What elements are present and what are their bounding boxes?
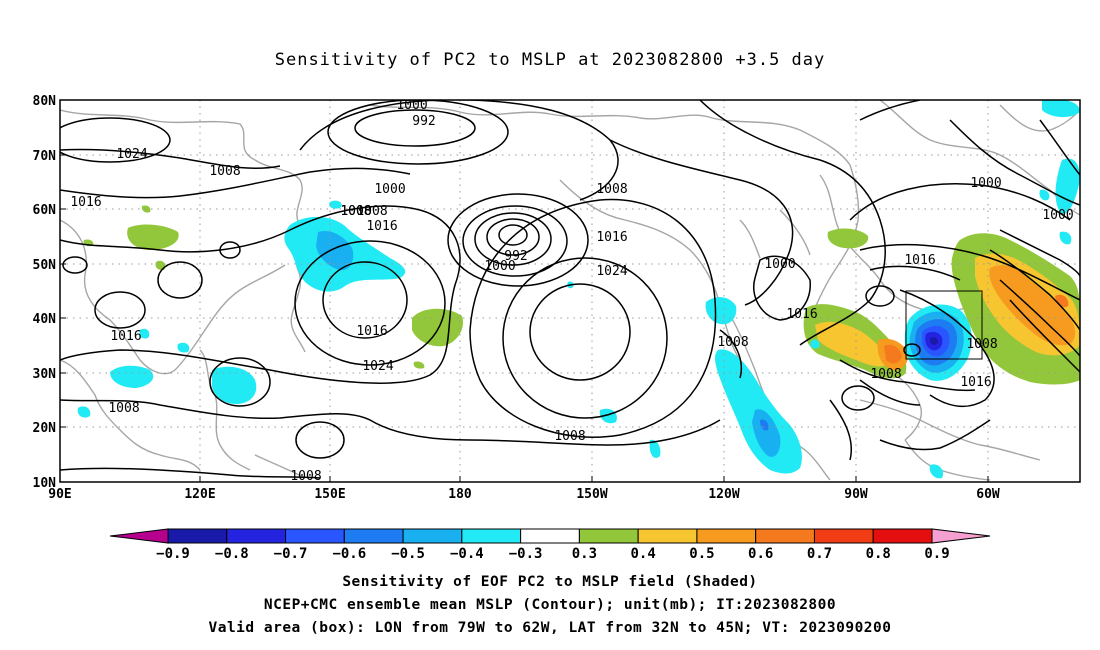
contour-label: 992 xyxy=(412,114,435,129)
colorbar-box xyxy=(285,528,345,544)
lat-label: 60N xyxy=(33,203,57,218)
map-frame xyxy=(59,99,1081,483)
lon-label: 120E xyxy=(184,487,215,502)
contour-label: 1024 xyxy=(116,147,147,162)
colorbar-min-triangle xyxy=(109,528,169,544)
contour-label: 1008 xyxy=(717,335,748,350)
longitude-labels: 90E 120E 150E 180 150W 120W 90W 60W xyxy=(48,487,1000,502)
contour-label: 1000 xyxy=(764,257,795,272)
axis-ticks xyxy=(60,99,989,483)
lat-label: 70N xyxy=(33,149,57,164)
contour-label: 1016 xyxy=(596,230,627,245)
colorbar-box xyxy=(578,528,639,544)
colorbar-box xyxy=(755,528,815,544)
colorbar-max-triangle xyxy=(931,528,991,544)
colorbar-box xyxy=(696,528,757,544)
colorbar-label: 0.3 xyxy=(572,546,597,562)
sensitivity-shading xyxy=(77,100,1080,479)
contour-label: 1024 xyxy=(362,359,393,374)
contour-label: 1016 xyxy=(110,329,141,344)
colorbar-label: −0.7 xyxy=(274,546,308,562)
colorbar-label: −0.8 xyxy=(215,546,249,562)
colorbar-box xyxy=(402,528,463,544)
contour-label: 1016 xyxy=(904,253,935,268)
contour-label: 1016 xyxy=(786,307,817,322)
contour-label: 1016 xyxy=(960,375,991,390)
lon-label: 90W xyxy=(844,487,868,502)
lat-label: 40N xyxy=(33,312,57,327)
colorbar-label: 0.7 xyxy=(807,546,832,562)
colorbar-label: −0.6 xyxy=(332,546,366,562)
colorbar-box xyxy=(343,528,404,544)
colorbar-box xyxy=(813,528,874,544)
colorbar-box xyxy=(520,528,580,544)
lat-label: 30N xyxy=(33,367,57,382)
colorbar-box xyxy=(167,528,228,544)
colorbar-label: 0.6 xyxy=(748,546,773,562)
valid-area-box xyxy=(905,290,983,360)
colorbar-label: −0.4 xyxy=(450,546,484,562)
colorbar-label: −0.3 xyxy=(509,546,543,562)
contour-label: 1008 xyxy=(290,469,321,484)
lat-label: 50N xyxy=(33,258,57,273)
lon-label: 60W xyxy=(976,487,1000,502)
colorbar-box xyxy=(872,528,933,544)
lon-label: 180 xyxy=(448,487,472,502)
contour-label: 1008 xyxy=(596,182,627,197)
contour-label: 1008 xyxy=(108,401,139,416)
contour-label: 1000 xyxy=(970,176,1001,191)
colorbar-box xyxy=(226,528,287,544)
contour-label: 1008 xyxy=(966,337,997,352)
contour-label: 992 xyxy=(504,249,527,264)
contour-label: 1008 xyxy=(340,204,371,219)
contour-label: 1000 xyxy=(374,182,405,197)
contour-label: 1008 xyxy=(209,164,240,179)
lat-label: 20N xyxy=(33,421,57,436)
colorbar-label: 0.8 xyxy=(866,546,891,562)
latitude-labels: 80N 70N 60N 50N 40N 30N 20N 10N xyxy=(33,94,57,491)
contour-label: 1008 xyxy=(356,204,387,219)
contour-label: 1000 xyxy=(484,259,515,274)
colorbar-box xyxy=(461,528,522,544)
caption-valid-area: Valid area (box): LON from 79W to 62W, L… xyxy=(208,620,892,636)
colorbar-label: 0.4 xyxy=(631,546,656,562)
contour-label: 1008 xyxy=(340,204,371,219)
colorbar-box xyxy=(637,528,698,544)
contour-label: 1000 xyxy=(1042,208,1073,223)
mslp-contours xyxy=(60,100,1080,479)
lon-label: 150W xyxy=(576,487,607,502)
lon-label: 90E xyxy=(48,487,71,502)
lon-label: 150E xyxy=(314,487,345,502)
lon-label: 120W xyxy=(708,487,739,502)
contour-labels: 1000992102410081016100810001008101610249… xyxy=(70,98,1073,484)
map-title: Sensitivity of PC2 to MSLP at 2023082800… xyxy=(274,50,826,70)
contour-label: 1008 xyxy=(870,367,901,382)
lat-label: 80N xyxy=(33,94,57,109)
colorbar: −0.9 −0.8 −0.7 −0.6 −0.5 −0.4 −0.3 0.3 0.4 0.5 0.6… xyxy=(109,528,991,562)
contour-label: 1008 xyxy=(554,429,585,444)
colorbar-label: −0.9 xyxy=(156,546,190,562)
caption-shading: Sensitivity of EOF PC2 to MSLP field (Sh… xyxy=(342,574,758,590)
contour-label: 1024 xyxy=(596,264,627,279)
lat-label: 10N xyxy=(33,476,57,491)
lat-lon-grid xyxy=(60,100,1080,482)
contour-label: 1000 xyxy=(396,98,427,113)
colorbar-label: −0.5 xyxy=(391,546,425,562)
colorbar-label: 0.5 xyxy=(689,546,714,562)
caption-contour: NCEP+CMC ensemble mean MSLP (Contour); u… xyxy=(263,597,837,613)
contour-label: 1016 xyxy=(70,195,101,210)
contour-label: 1016 xyxy=(366,219,397,234)
colorbar-label: 0.9 xyxy=(924,546,949,562)
contour-label: 1016 xyxy=(356,324,387,339)
